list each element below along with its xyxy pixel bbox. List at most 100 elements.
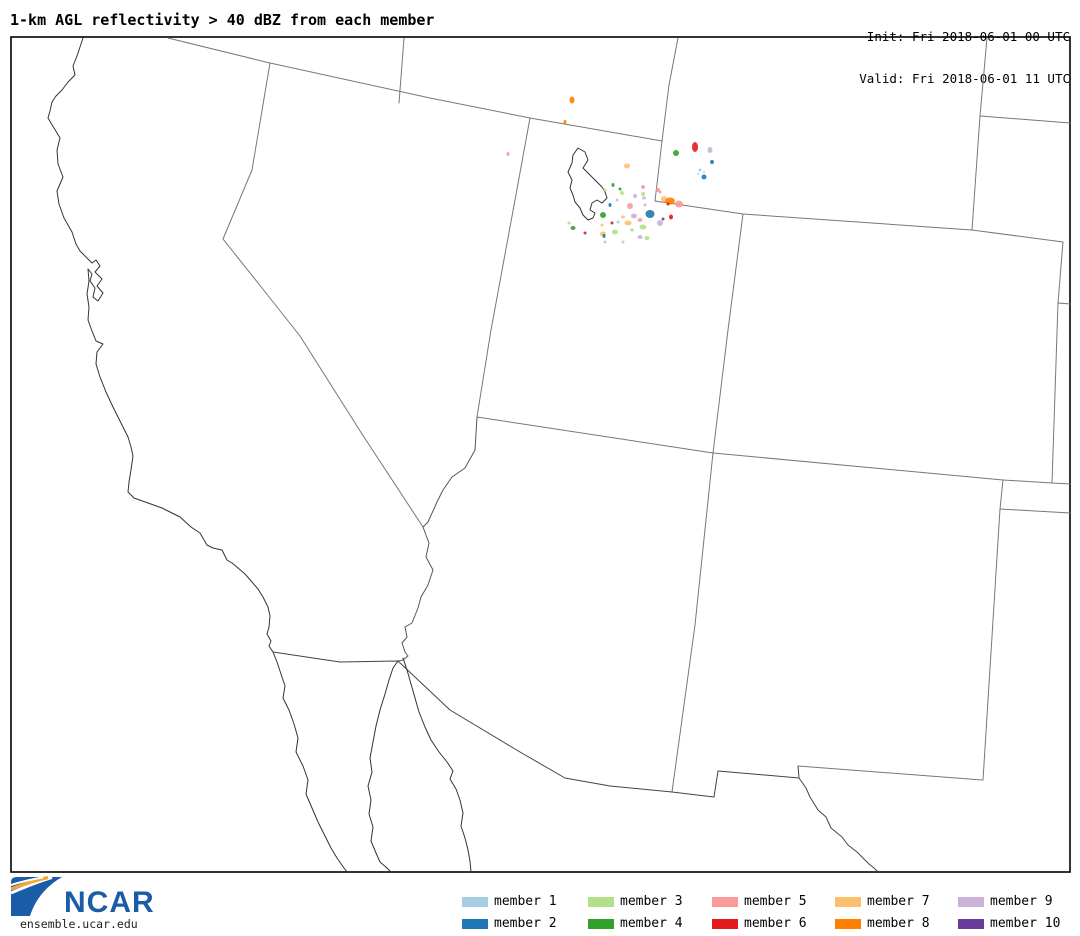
state-border-lat42-or-id [167, 37, 663, 142]
reflectivity-blob-member-5 [641, 185, 645, 189]
reflectivity-blob-member-4 [611, 183, 615, 187]
reflectivity-blob-member-4 [570, 226, 576, 230]
reflectivity-blob-member-5 [506, 152, 510, 156]
state-border-ut-co-109 [712, 213, 744, 454]
site-url[interactable]: ensemble.ucar.edu [20, 917, 138, 931]
reflectivity-blob-member-5 [675, 200, 683, 208]
legend-item-member-5: member 5 [712, 894, 807, 909]
reflectivity-blob-member-6 [666, 202, 670, 206]
legend-item-member-4: member 4 [588, 916, 683, 931]
reflectivity-blob-member-9 [637, 235, 643, 239]
reflectivity-blob-member-6 [692, 142, 698, 152]
reflectivity-blob-member-6 [583, 231, 587, 235]
reflectivity-blob-member-2 [608, 203, 612, 207]
reflectivity-blob-member-5 [656, 188, 660, 192]
legend-label-member-2: member 2 [494, 916, 557, 931]
state-border-az-nm-109 [671, 452, 714, 793]
reflectivity-blob-member-1 [615, 198, 619, 202]
reflectivity-blob-member-3 [641, 192, 645, 196]
state-border-id-wy-111 [654, 37, 679, 202]
legend-label-member-8: member 8 [867, 916, 930, 931]
reflectivity-blob-member-6 [610, 221, 614, 225]
legend-swatch-member-4 [588, 919, 614, 929]
legend-swatch-member-8 [835, 919, 861, 929]
reflectivity-blob-member-9 [643, 203, 647, 207]
ncar-logo-icon [10, 875, 62, 916]
reflectivity-blob-member-3 [644, 236, 650, 240]
legend-swatch-member-6 [712, 919, 738, 929]
legend-label-member-4: member 4 [620, 916, 683, 931]
state-border-nm-tx-east [982, 479, 1004, 781]
coastline-sonora-coast [402, 657, 472, 873]
legend-swatch-member-3 [588, 897, 614, 907]
legend-item-member-8: member 8 [835, 916, 930, 931]
legend-item-member-9: member 9 [958, 895, 1053, 908]
ncar-logo-text: NCAR [64, 886, 155, 919]
river-border-colorado-river [397, 416, 478, 662]
page-title: 1-km AGL reflectivity > 40 dBZ from each… [10, 11, 435, 29]
legend-label-member-10: member 10 [990, 916, 1061, 931]
legend-label-member-3: member 3 [620, 894, 683, 909]
reflectivity-blob-member-7 [624, 220, 632, 226]
reflectivity-blob-member-5 [627, 203, 633, 209]
coastline-california-coast [47, 37, 274, 653]
lake-great-salt-lake [567, 147, 608, 221]
state-border-tx-nm-32 [797, 765, 983, 781]
reflectivity-blob-member-7 [600, 223, 604, 227]
reflectivity-blob-member-2 [602, 234, 606, 238]
reflectivity-blob-member-2 [710, 160, 714, 164]
state-border-ca-nv [222, 62, 424, 528]
legend-label-member-6: member 6 [744, 916, 807, 931]
reflectivity-blob-member-3 [639, 224, 647, 230]
reflectivity-blob-member-1 [703, 171, 705, 173]
legend-item-member-6: member 6 [712, 916, 807, 931]
legend-label-member-1: member 1 [494, 894, 557, 909]
state-border-or-id-117 [398, 37, 405, 104]
reflectivity-blob-member-8 [569, 96, 575, 104]
reflectivity-blob-member-3 [603, 188, 607, 192]
reflectivity-blob-member-9 [631, 213, 637, 219]
reflectivity-blob-member-1 [621, 240, 625, 244]
state-border-co-east-102 [1051, 241, 1064, 484]
state-border-nv-ut-114 [476, 117, 531, 418]
reflectivity-blob-member-7 [621, 215, 625, 219]
reflectivity-blob-member-5 [637, 218, 643, 222]
reflectivity-blob-member-4 [673, 150, 679, 156]
reflectivity-blob-member-7 [624, 163, 630, 169]
legend-label-member-7: member 7 [867, 894, 930, 909]
reflectivity-blob-member-1 [698, 168, 702, 172]
legend-item-member-10: member 10 [958, 916, 1061, 931]
reflectivity-blob-member-10 [661, 217, 665, 221]
coastline-baja-west-coast [272, 651, 348, 873]
state-border-tx-ok-365 [999, 508, 1071, 514]
border-rio-grande [797, 765, 879, 873]
reflectivity-blob-member-3 [630, 228, 634, 232]
legend-swatch-member-7 [835, 897, 861, 907]
reflectivity-blob-member-2 [645, 210, 655, 218]
state-border-lat41-wy-south [654, 200, 1064, 243]
state-border-lat37 [476, 416, 1071, 485]
reflectivity-blob-member-1 [616, 220, 620, 224]
reflectivity-blob-member-2 [701, 174, 707, 180]
reflectivity-blob-member-3 [567, 221, 571, 225]
legend-label-member-5: member 5 [744, 894, 807, 909]
legend-item-member-3: member 3 [588, 894, 683, 909]
legend-item-member-1: member 1 [462, 894, 557, 909]
reflectivity-blob-member-4 [618, 187, 622, 191]
legend-swatch-member-1 [462, 897, 488, 907]
coastline-baja-east-coast [367, 660, 399, 873]
map-frame [10, 36, 1071, 873]
reflectivity-blob-member-9 [633, 194, 637, 198]
reflectivity-blob-member-9 [707, 147, 713, 153]
reflectivity-blob-member-8 [563, 120, 567, 124]
legend-item-member-2: member 2 [462, 916, 557, 931]
legend-swatch-member-5 [712, 897, 738, 907]
reflectivity-blob-member-1 [697, 173, 699, 175]
legend-swatch-member-9 [958, 897, 984, 907]
reflectivity-blob-member-6 [669, 214, 673, 220]
valid-time: Valid: Fri 2018-06-01 11 UTC [859, 71, 1070, 86]
reflectivity-blob-member-3 [612, 229, 618, 235]
reflectivity-blob-member-4 [600, 212, 606, 218]
